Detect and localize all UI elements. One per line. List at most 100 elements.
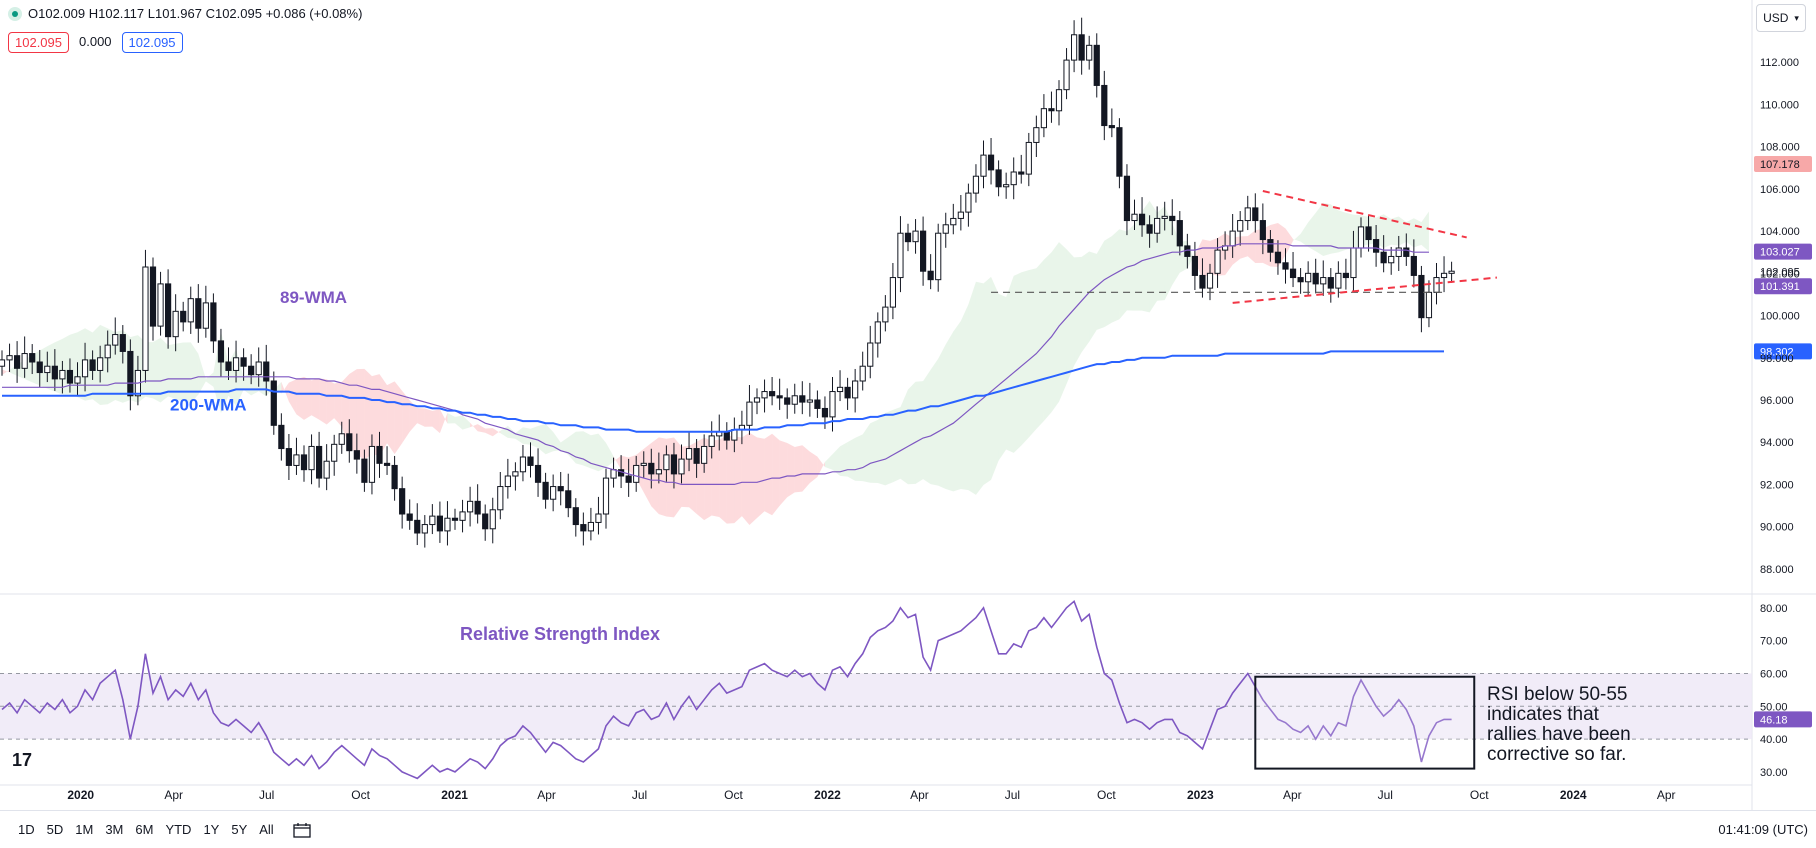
rsi-tick-label: 30.00 [1760, 767, 1788, 779]
candle-body [1138, 213, 1146, 226]
candle-body [489, 509, 496, 530]
price-tick-label: 106.000 [1760, 184, 1800, 196]
cloud-segment [1051, 242, 1059, 413]
rsi-annotation-line: indicates that [1487, 704, 1600, 725]
cloud-segment [1323, 202, 1331, 257]
candle-body [550, 486, 557, 500]
cloud-segment [1315, 202, 1324, 257]
timeframe-all[interactable]: All [259, 822, 274, 837]
candle-body [331, 443, 338, 462]
candle-body [972, 175, 980, 194]
timeframe-6m[interactable]: 6M [135, 822, 154, 837]
price-tick-label: 94.000 [1760, 437, 1794, 449]
price-label-box [1754, 156, 1812, 173]
timeframe-ytd[interactable]: YTD [165, 822, 192, 837]
candle-body [225, 361, 232, 371]
candle-body [391, 464, 398, 490]
rsi-tick-label: 70.00 [1760, 636, 1788, 648]
candle-body [1440, 272, 1448, 279]
candle-body [1078, 34, 1085, 61]
candle-body [625, 475, 632, 483]
cloud-segment [802, 445, 810, 492]
price-tick-label: 104.000 [1760, 226, 1800, 238]
candle-body [308, 445, 315, 471]
candle-body [595, 513, 602, 523]
price-label-text: 102.095 [1760, 266, 1800, 278]
cloud-segment [432, 409, 440, 434]
resistance-trendline [1262, 190, 1467, 239]
cloud-segment [847, 437, 856, 481]
cloud-segment [651, 437, 659, 515]
price-label-text: 107.178 [1760, 159, 1800, 171]
candle-body [1305, 272, 1312, 283]
cloud-segment [1028, 268, 1037, 438]
candle-body [912, 230, 919, 243]
candle-body [935, 232, 942, 281]
rsi-value-box [1754, 711, 1812, 728]
price-label: 98.302 [1754, 343, 1812, 360]
candle-body [670, 454, 678, 475]
cloud-segment [855, 434, 863, 482]
time-tick-label: 2023 [1187, 788, 1214, 802]
cloud-segment [364, 368, 372, 461]
timeframe-1y[interactable]: 1Y [203, 822, 220, 837]
cloud-segment [1300, 222, 1309, 248]
candle-body [852, 380, 859, 399]
candle-body [512, 471, 519, 477]
cloud-segment [598, 433, 606, 472]
timeframe-5d[interactable]: 5D [46, 822, 64, 837]
timeframe-1m[interactable]: 1M [75, 822, 94, 837]
price-tick-label: 92.000 [1760, 479, 1794, 491]
price-tick-label: 108.000 [1760, 142, 1800, 154]
cloud-segment [311, 378, 320, 420]
cloud-segment [439, 409, 448, 434]
timeframe-5y[interactable]: 5Y [231, 822, 248, 837]
status-dot-icon [8, 6, 22, 21]
cloud-segment [741, 432, 750, 525]
candle-body [338, 433, 345, 445]
cloud-segment [960, 304, 969, 491]
time-tick-label: Oct [724, 788, 743, 802]
cloud-segment [832, 446, 841, 476]
cloud-segment [462, 415, 471, 430]
candle-body [1380, 251, 1387, 264]
candle-body [217, 340, 225, 363]
time-tick-label: Jul [632, 788, 647, 802]
cloud-segment [356, 368, 365, 461]
cloud-segment [1134, 211, 1143, 311]
candle-body [889, 277, 896, 308]
rsi-tick-label: 40.00 [1760, 734, 1788, 746]
time-tick-label: 2021 [441, 788, 468, 802]
cloud-segment [945, 331, 954, 492]
cloud-segment [417, 408, 425, 427]
cloud-segment [326, 379, 335, 425]
time-tick-label: 2022 [814, 788, 841, 802]
candle-body [1025, 141, 1032, 175]
candle-body [97, 357, 104, 371]
timeframe-3m[interactable]: 3M [105, 822, 124, 837]
candle-body [421, 524, 428, 534]
candle-body [1093, 44, 1100, 86]
currency-select[interactable]: USD ▾ [1756, 4, 1806, 32]
ohlc-legend: O102.009 H102.117 L101.967 C102.095 +0.0… [8, 6, 362, 21]
cloud-segment [991, 276, 999, 480]
moving-averages [2, 243, 1444, 485]
time-tick-label: Apr [164, 788, 183, 802]
cloud-segment [809, 451, 818, 484]
timeframe-1d[interactable]: 1D [18, 822, 35, 837]
candle-body [172, 310, 179, 338]
candle-body [66, 369, 74, 384]
wma-200-line [2, 350, 1444, 433]
sell-price-badge[interactable]: 102.095 [8, 32, 69, 53]
date-range-icon[interactable] [292, 822, 312, 838]
cloud-segment [983, 276, 992, 486]
cloud-segment [908, 381, 916, 485]
buy-price-badge[interactable]: 102.095 [121, 32, 183, 53]
cloud-segment [1398, 216, 1407, 246]
cloud-segment [538, 424, 546, 455]
cloud-segment [1383, 214, 1392, 248]
cloud-segment [606, 442, 614, 468]
tradingview-logo: 17 [12, 750, 32, 770]
candle-body [534, 464, 542, 483]
